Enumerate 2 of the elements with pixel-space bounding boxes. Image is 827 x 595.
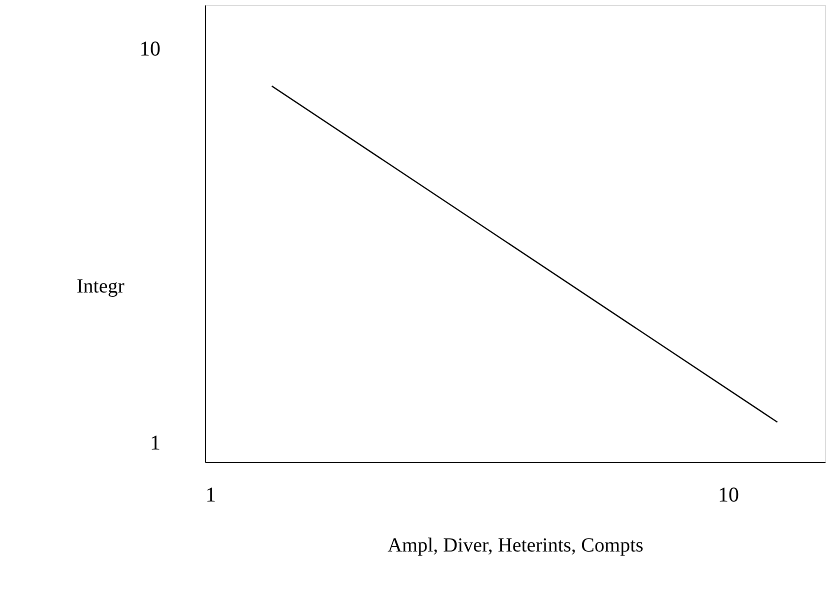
x-axis-title: Ampl, Diver, Heterints, Compts: [388, 534, 644, 556]
y-axis-title: Integr: [76, 276, 125, 298]
